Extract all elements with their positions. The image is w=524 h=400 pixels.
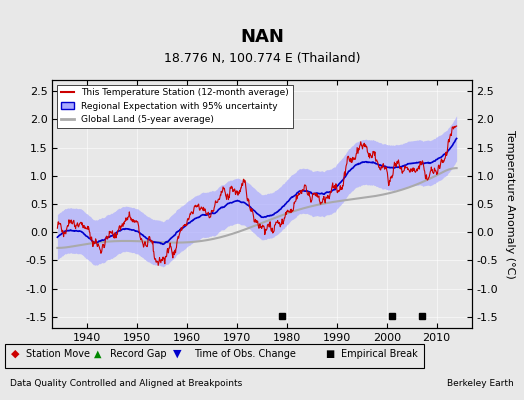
Text: ■: ■: [325, 349, 334, 359]
Text: NAN: NAN: [240, 28, 284, 46]
Text: Empirical Break: Empirical Break: [341, 349, 417, 359]
Text: Record Gap: Record Gap: [110, 349, 167, 359]
Text: 18.776 N, 100.774 E (Thailand): 18.776 N, 100.774 E (Thailand): [163, 52, 361, 65]
Text: Time of Obs. Change: Time of Obs. Change: [194, 349, 296, 359]
Text: ▼: ▼: [173, 349, 181, 359]
Text: ▲: ▲: [94, 349, 102, 359]
Text: Data Quality Controlled and Aligned at Breakpoints: Data Quality Controlled and Aligned at B…: [10, 379, 243, 388]
Legend: This Temperature Station (12-month average), Regional Expectation with 95% uncer: This Temperature Station (12-month avera…: [57, 84, 292, 128]
Text: Station Move: Station Move: [26, 349, 90, 359]
Text: ◆: ◆: [10, 349, 19, 359]
Text: Berkeley Earth: Berkeley Earth: [447, 379, 514, 388]
Y-axis label: Temperature Anomaly (°C): Temperature Anomaly (°C): [505, 130, 515, 278]
